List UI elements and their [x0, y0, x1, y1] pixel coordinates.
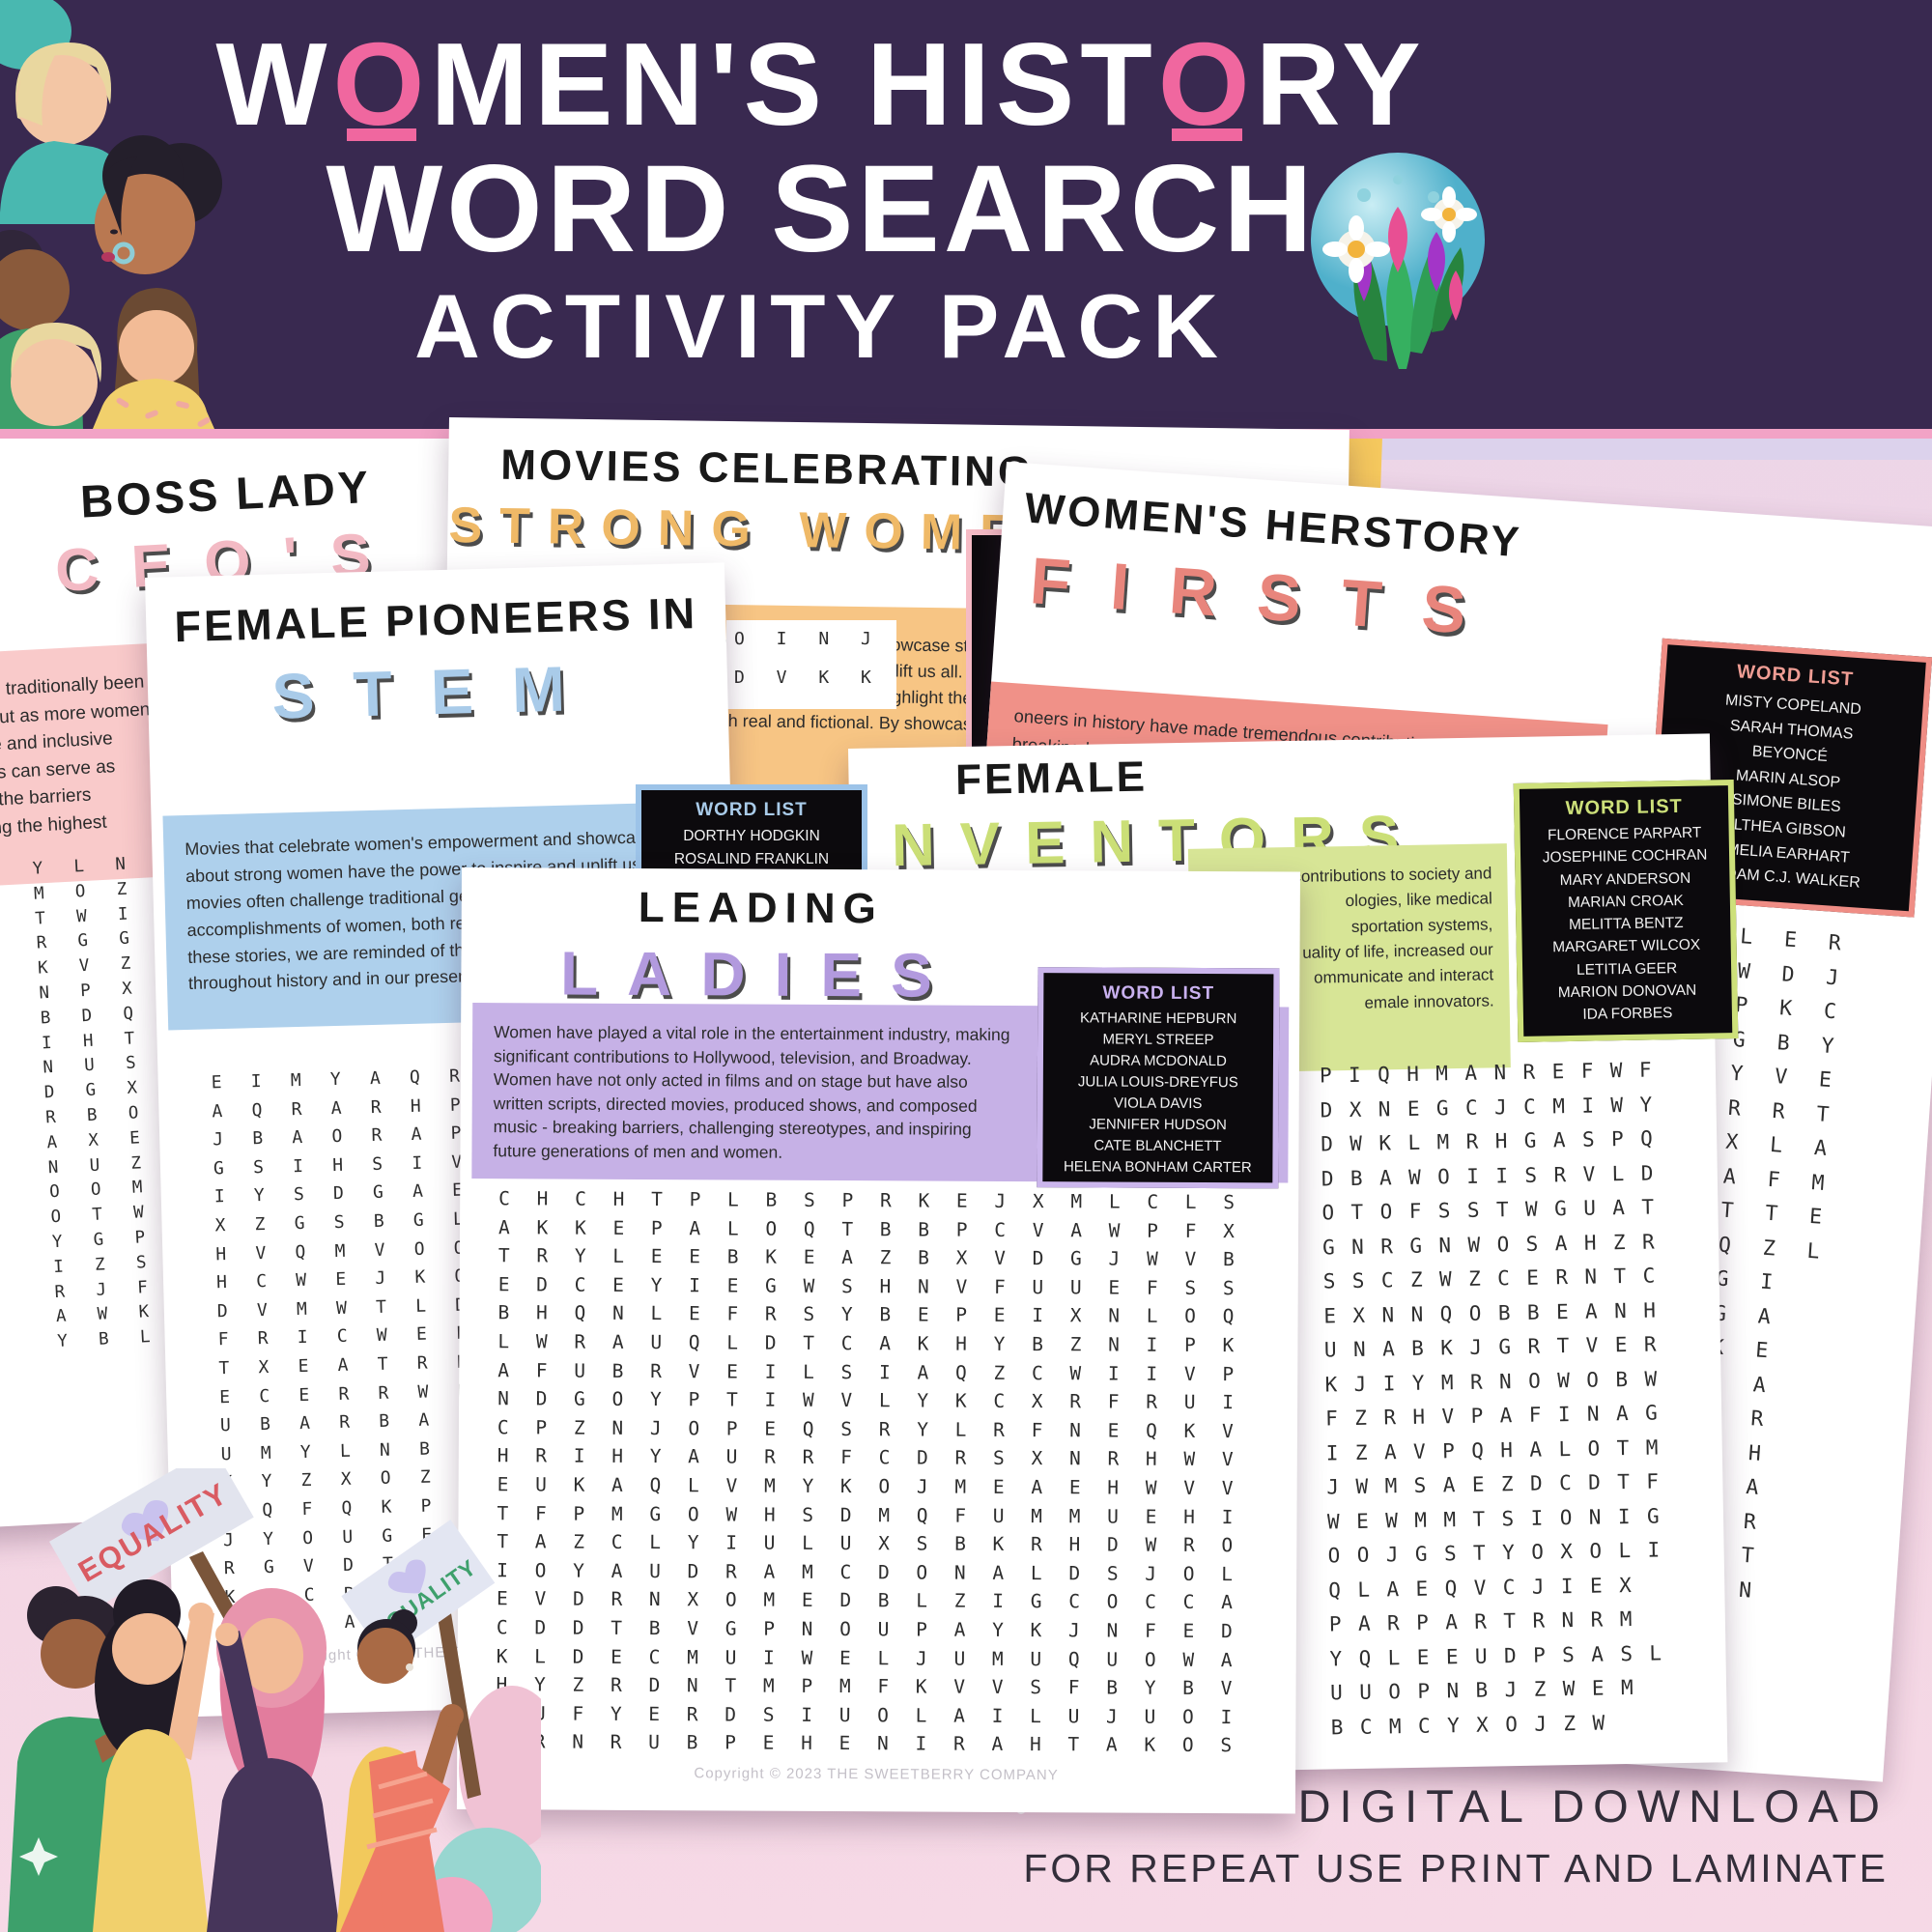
title-line-2: WORD SEARCH: [326, 140, 1317, 278]
movies-grid-fragment: O I N J D V K K: [726, 620, 896, 709]
word-list-items: DORTHY HODGKIN ROSALIND FRANKLIN: [673, 828, 830, 868]
title-seg: RY: [1255, 18, 1427, 150]
ladies-word-list: WORD LIST KATHARINE HEPBURN MERYL STREEP…: [1037, 967, 1280, 1189]
header-banner: WOMEN'S HISTORY WORD SEARCH ACTIVITY PAC…: [0, 0, 1932, 439]
ladies-wordsearch-grid: C H C H T P L B S P R K E J X M L C L S …: [496, 1187, 1243, 1757]
footer-line-1: DIGITAL DOWNLOAD: [1297, 1780, 1889, 1832]
title-seg: W: [215, 18, 333, 150]
inventors-title: FEMALE: [954, 753, 1149, 805]
female-symbol-o-icon: O: [1157, 18, 1256, 150]
ladies-accent-title: LADIES: [559, 938, 961, 1010]
footer-text: DIGITAL DOWNLOAD FOR REPEAT USE PRINT AN…: [1023, 1779, 1889, 1891]
footer-line-2: FOR REPEAT USE PRINT AND LAMINATE: [1023, 1846, 1889, 1890]
sparkle-dot: [630, 431, 643, 444]
title-seg: MEN'S HIST: [430, 18, 1158, 150]
inventors-wordsearch-grid: P I Q H M A N R E F W F D X N E G C J C …: [1319, 1058, 1664, 1739]
women-faces-illustration: [0, 0, 222, 429]
stem-title: FEMALE PIONEERS IN: [173, 588, 698, 652]
word-list-heading: WORD LIST: [1565, 795, 1683, 820]
ladies-title: LEADING: [638, 883, 884, 933]
inventors-word-list: WORD LIST FLORENCE PARPART JOSEPHINE COC…: [1513, 780, 1739, 1042]
title-line-1: WOMEN'S HISTORY: [174, 25, 1468, 143]
word-list-heading: WORD LIST: [1102, 982, 1215, 1005]
movies-title: MOVIES CELEBRATING: [500, 440, 1035, 497]
title-line-3: ACTIVITY PACK: [413, 275, 1229, 378]
protest-women-illustration: EQUALITY EQUALITY: [8, 1468, 541, 1932]
word-list-items: KATHARINE HEPBURN MERYL STREEP AUDRA MCD…: [1063, 1009, 1252, 1177]
page-title: WOMEN'S HISTORY WORD SEARCH ACTIVITY PAC…: [174, 25, 1468, 377]
word-list-heading: WORD LIST: [696, 800, 808, 820]
page-leading-ladies: LEADING LADIES Women have played a vital…: [456, 867, 1300, 1814]
word-list-items: FLORENCE PARPART JOSEPHINE COCHRAN MARY …: [1542, 824, 1708, 1023]
female-symbol-o-icon: O: [332, 18, 431, 150]
ladies-copyright: Copyright © 2023 THE SWEETBERRY COMPANY: [694, 1765, 1059, 1784]
stem-accent-title: STEM: [270, 651, 605, 732]
tulip-flower-badge: [1311, 153, 1485, 369]
